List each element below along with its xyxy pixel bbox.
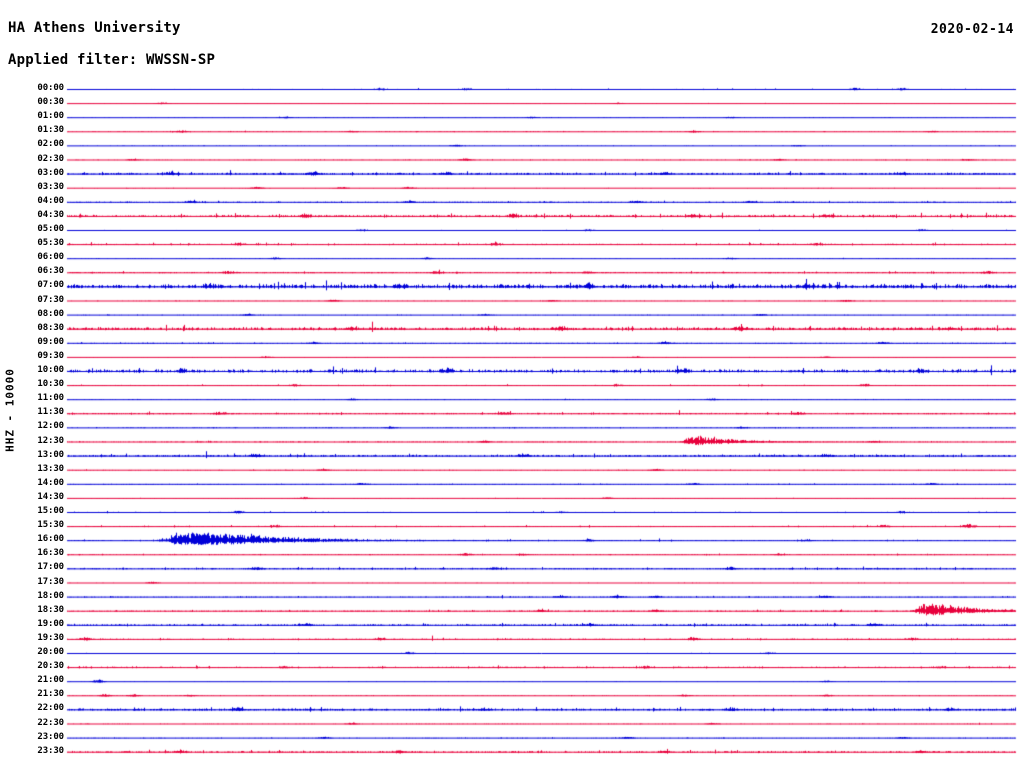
seismogram-plot: 00:0000:3001:0001:3002:0002:3003:0003:30… <box>0 78 1024 778</box>
applied-filter-label: Applied filter: WWSSN-SP <box>8 52 216 68</box>
station-title: HA Athens University <box>8 20 181 36</box>
seismogram-canvas <box>0 78 1024 778</box>
record-date: 2020-02-14 <box>930 22 1014 37</box>
